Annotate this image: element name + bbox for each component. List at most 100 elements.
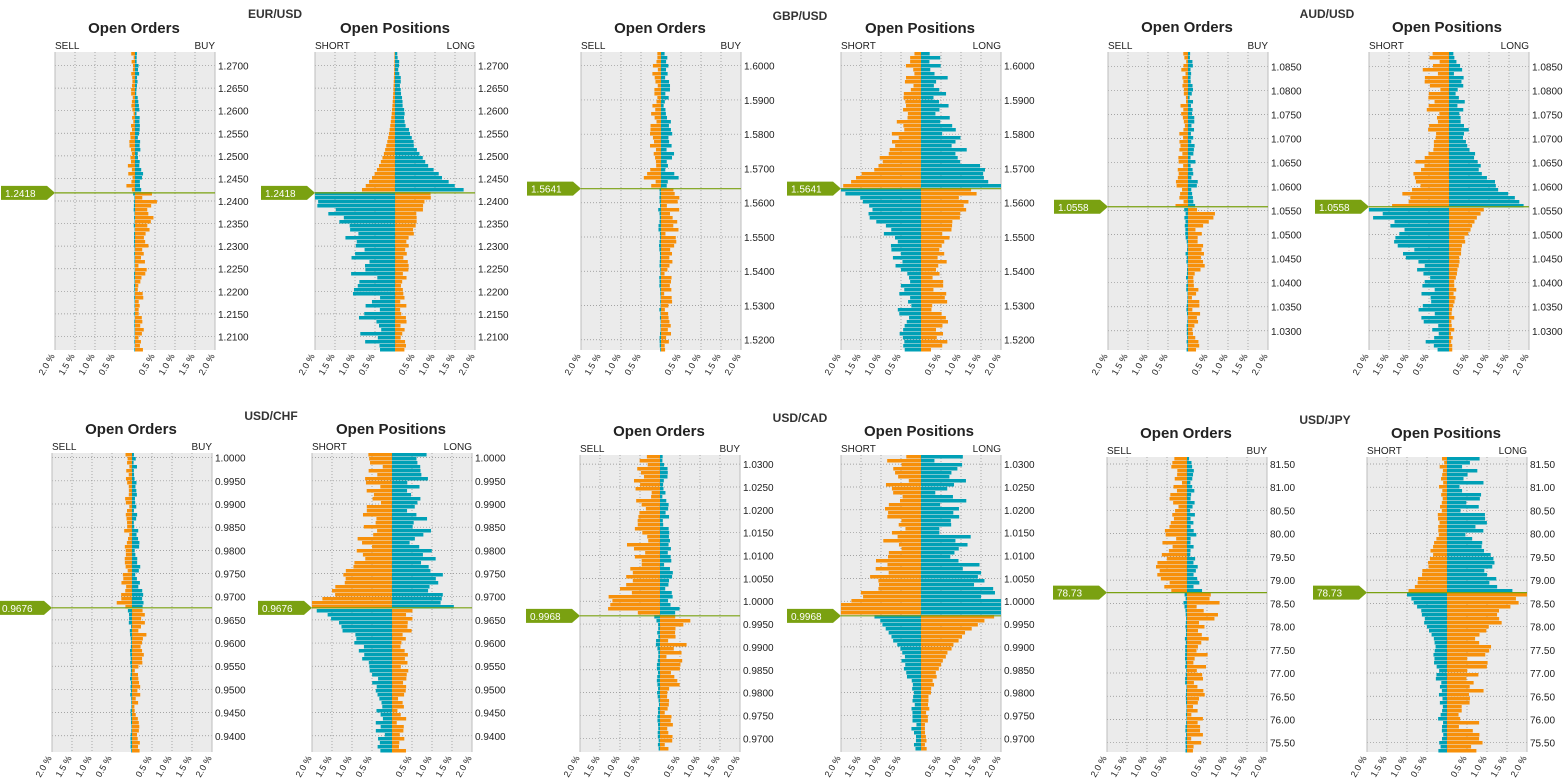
order-bar-right <box>660 675 675 679</box>
open-positions-title: Open Positions <box>1392 19 1502 36</box>
y-tick-label: 1.2650 <box>218 84 249 95</box>
position-bar-short <box>874 615 921 619</box>
position-bar-short <box>1411 597 1447 601</box>
position-bar-long <box>921 479 966 483</box>
sell-label: SELL <box>1108 41 1133 52</box>
order-bar-right <box>1188 120 1195 124</box>
position-bar-long <box>1449 112 1460 116</box>
position-bar-short <box>380 485 392 489</box>
position-bar-short <box>1421 609 1447 613</box>
x-tick-label: 2.0 % <box>1089 754 1109 779</box>
order-bar-left <box>1185 645 1187 649</box>
order-bar-right <box>660 651 682 655</box>
y-tick-label: 1.0400 <box>1271 279 1302 290</box>
order-bar-left <box>1178 156 1188 160</box>
order-bar-left <box>124 561 132 565</box>
order-bar-right <box>1187 697 1200 701</box>
position-bar-short <box>1439 741 1447 745</box>
position-bar-short <box>914 72 921 76</box>
order-bar-left <box>654 76 661 80</box>
order-bar-right <box>1188 212 1215 216</box>
order-bar-right <box>132 737 138 741</box>
x-tick-label: 1.0 % <box>334 754 354 779</box>
position-bar-short <box>372 673 392 677</box>
position-bar-long <box>392 713 401 717</box>
position-bar-short <box>1443 721 1447 725</box>
position-bar-long <box>921 703 929 707</box>
order-bar-left <box>639 511 660 515</box>
position-bar-long <box>392 653 408 657</box>
order-bar-right <box>132 685 141 689</box>
position-bar-short <box>898 475 921 479</box>
order-bar-left <box>1175 509 1187 513</box>
position-bar-short <box>1408 589 1447 593</box>
x-tick-label: 2.0 % <box>454 754 474 779</box>
order-bar-right <box>1187 501 1195 505</box>
position-bar-short <box>393 84 395 88</box>
position-bar-short <box>341 625 392 629</box>
orders-plot-usd-chf: 0.94000.94500.95000.95500.96000.96500.97… <box>34 453 246 779</box>
position-bar-short <box>364 312 395 316</box>
order-bar-right <box>661 88 670 92</box>
x-tick-label: 2.0 % <box>1509 754 1529 779</box>
position-bar-long <box>921 208 967 212</box>
order-bar-left <box>1186 717 1187 721</box>
order-bar-right <box>135 60 137 64</box>
order-bar-right <box>660 659 683 663</box>
position-bar-short <box>1438 533 1447 537</box>
position-bar-long <box>1447 697 1470 701</box>
order-bar-left <box>1185 625 1187 629</box>
position-bar-long <box>921 735 926 739</box>
position-bar-short <box>1437 120 1449 124</box>
position-bar-short <box>1423 320 1449 324</box>
order-bar-left <box>658 627 660 631</box>
position-bar-long <box>921 348 931 352</box>
y-tick-label: 77.50 <box>1270 646 1295 657</box>
order-bar-right <box>660 527 669 531</box>
y-tick-label: 1.2300 <box>218 242 249 253</box>
position-bar-long <box>392 685 407 689</box>
y-tick-label: 1.5600 <box>1004 199 1035 210</box>
order-bar-right <box>660 715 672 719</box>
y-tick-label: 76.00 <box>1530 715 1555 726</box>
position-bar-long <box>921 128 956 132</box>
order-bar-right <box>1188 304 1200 308</box>
order-bar-right <box>1188 308 1193 312</box>
current-price-tag <box>1054 199 1108 214</box>
position-bar-long <box>1447 677 1467 681</box>
order-bar-right <box>1187 521 1194 525</box>
position-bar-long <box>921 316 946 320</box>
position-bar-short <box>888 555 921 559</box>
position-bar-short <box>353 288 395 292</box>
position-bar-long <box>1449 164 1481 168</box>
order-bar-right <box>1188 276 1194 280</box>
position-bar-short <box>1437 72 1449 76</box>
order-bar-right <box>1188 72 1192 76</box>
position-bar-long <box>921 699 929 703</box>
orders-plot-gbp-usd: 1.52001.53001.54001.55001.56001.57001.58… <box>563 52 775 377</box>
position-bar-short <box>1441 493 1447 497</box>
order-bar-right <box>660 563 665 567</box>
order-bar-right <box>132 453 134 457</box>
position-bar-long <box>392 657 405 661</box>
current-price-tag <box>787 608 841 623</box>
order-bar-left <box>132 128 135 132</box>
order-bar-left <box>638 515 660 519</box>
position-bar-short <box>893 491 921 495</box>
order-bar-right <box>1188 340 1199 344</box>
order-bar-right <box>135 144 140 148</box>
position-bar-long <box>395 76 401 80</box>
order-bar-left <box>634 479 660 483</box>
current-price-value: 1.2418 <box>5 189 36 200</box>
order-bar-right <box>661 320 670 324</box>
order-bar-left <box>1185 609 1187 613</box>
position-bar-long <box>1449 284 1455 288</box>
y-tick-label: 0.9900 <box>475 500 506 511</box>
order-bar-left <box>116 601 132 605</box>
order-bar-left <box>1184 124 1188 128</box>
position-bar-long <box>392 593 443 597</box>
order-bar-right <box>660 575 673 579</box>
short-label: SHORT <box>315 41 350 52</box>
order-bar-right <box>1188 76 1191 80</box>
order-bar-right <box>660 639 669 643</box>
